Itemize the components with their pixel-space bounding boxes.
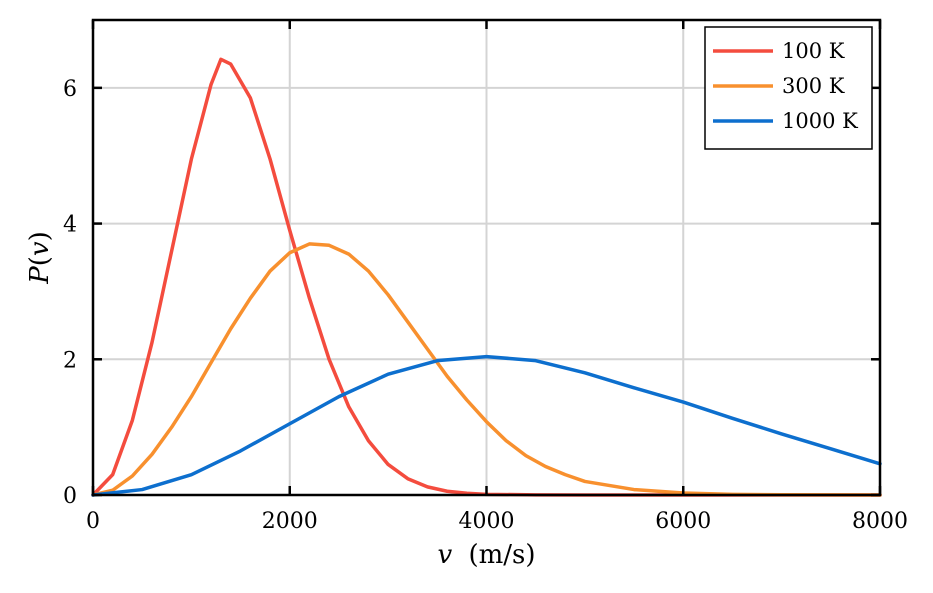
- x-axis-label-var: v: [437, 540, 452, 570]
- y-axis-label: P(v): [25, 231, 55, 285]
- y-tick-label-3: 6: [63, 77, 77, 102]
- y-axis-label-var: v: [25, 241, 55, 256]
- series-line-2: [91, 354, 882, 497]
- x-axis-label: v (m/s): [437, 540, 535, 570]
- x-tick-label-2: 4000: [459, 509, 515, 534]
- x-axis-label-unit: (m/s): [468, 540, 535, 570]
- y-axis-label-open: (: [25, 256, 55, 266]
- y-tick-label-0: 0: [63, 484, 77, 509]
- y-axis-label-fn: P: [25, 266, 55, 285]
- legend-label-1: 300 K: [782, 74, 845, 98]
- legend-items: 100 K 300 K 1000 K: [713, 39, 858, 133]
- grid-lines: [93, 20, 880, 495]
- series-line-1: [91, 242, 882, 497]
- legend: 100 K 300 K 1000 K: [704, 26, 873, 150]
- axis-ticks: [91, 20, 882, 497]
- x-tick-labels: 0 2000 4000 6000 8000: [86, 509, 908, 534]
- x-tick-label-4: 8000: [852, 509, 908, 534]
- y-tick-labels: 0 2 4 6: [63, 77, 77, 509]
- y-axis-label-close: ): [25, 231, 55, 241]
- legend-label-0: 100 K: [782, 39, 845, 63]
- y-tick-label-2: 4: [63, 213, 77, 238]
- legend-box: [704, 26, 873, 150]
- x-tick-label-3: 6000: [655, 509, 711, 534]
- x-tick-label-0: 0: [86, 509, 100, 534]
- y-tick-label-1: 2: [63, 348, 77, 373]
- x-tick-label-1: 2000: [262, 509, 318, 534]
- legend-label-2: 1000 K: [782, 109, 858, 133]
